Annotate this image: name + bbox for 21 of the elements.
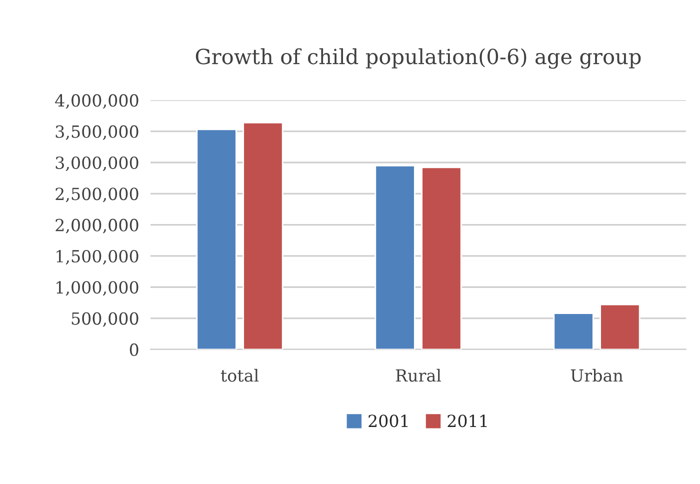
x-tick-label: total	[220, 368, 259, 382]
y-tick-label: 500,000	[72, 312, 138, 327]
y-tick-label: 0	[130, 343, 138, 356]
bar	[553, 312, 594, 350]
bar	[196, 128, 237, 350]
bar	[421, 166, 462, 350]
y-tick-label: 3,500,000	[56, 125, 138, 140]
bar	[600, 304, 640, 350]
bar	[374, 164, 416, 350]
bar	[242, 122, 284, 350]
y-tick-label: 1,500,000	[56, 250, 138, 265]
y-tick-label: 1,000,000	[56, 281, 138, 296]
y-tick-label: 3,000,000	[56, 156, 138, 172]
x-tick-label: Rural	[396, 368, 442, 382]
legend-label: 2001	[368, 414, 408, 428]
y-tick-label: 2,000,000	[56, 218, 138, 234]
x-tick-label: Urban	[570, 368, 623, 382]
chart-title: Growth of child population(0-6) age group	[196, 48, 641, 69]
y-tick-label: 2,500,000	[56, 188, 138, 202]
legend-label: 2011	[448, 414, 487, 428]
y-tick-label: 4,000,000	[55, 94, 138, 109]
